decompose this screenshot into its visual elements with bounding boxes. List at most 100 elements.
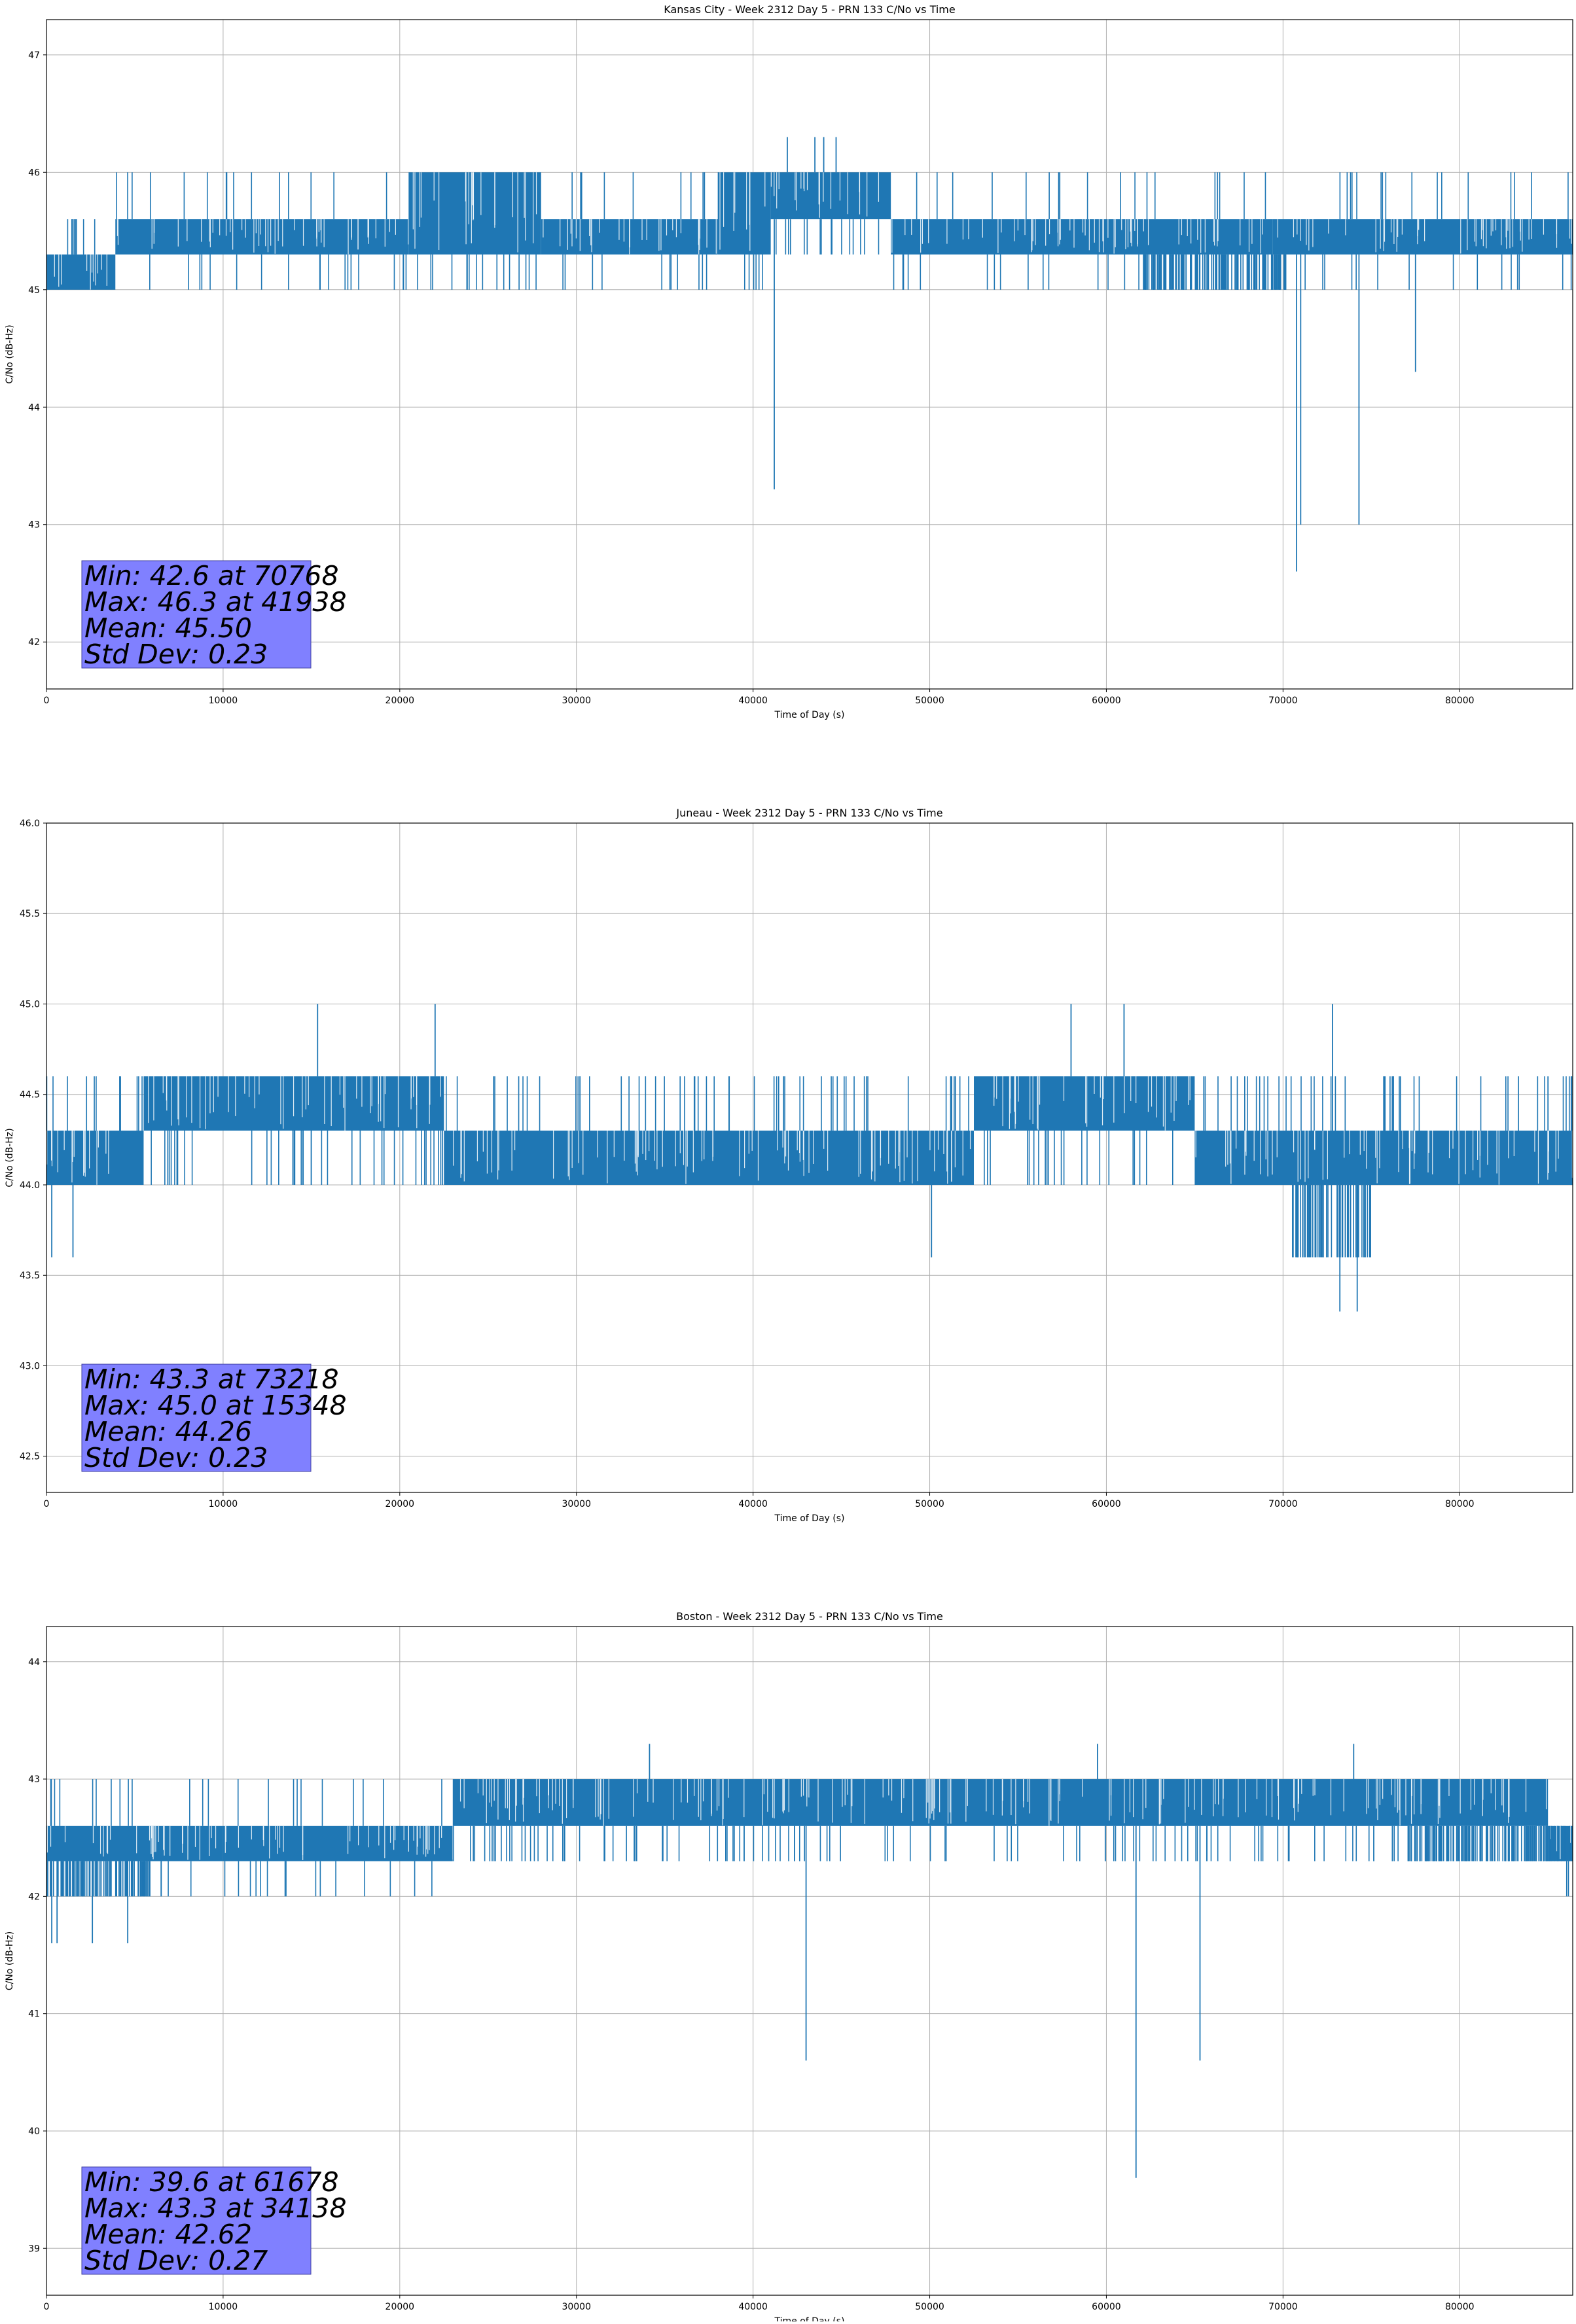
band-gap: [1397, 1779, 1398, 1813]
band-gap: [847, 1779, 848, 1795]
band-gap: [1508, 1779, 1509, 1823]
band-gap: [412, 172, 414, 230]
band-gap: [324, 1076, 325, 1124]
band-gap: [50, 1825, 52, 1847]
band-gap: [384, 1825, 385, 1859]
stats-line: Min: 42.6 at 70768: [84, 560, 339, 591]
band-gap: [148, 1076, 149, 1123]
y-tick-label: 43.0: [20, 1361, 40, 1371]
chart-title: Juneau - Week 2312 Day 5 - PRN 133 C/No …: [675, 807, 942, 819]
band-gap: [205, 1076, 206, 1129]
chart-panel: 0 10000 20000 30000 40000 50000 60000 70000 8000…: [5, 807, 1573, 1524]
band-gap: [349, 1825, 351, 1842]
band-gap: [967, 1779, 968, 1806]
band-gap: [715, 219, 717, 254]
band-gap: [155, 1825, 156, 1852]
band-gap: [453, 1131, 454, 1166]
band-gap: [151, 1825, 152, 1839]
band-gap: [1048, 219, 1050, 235]
y-tick-label: 44.0: [20, 1180, 40, 1191]
band-gap: [764, 172, 766, 207]
band-gap: [1197, 219, 1198, 240]
x-tick-label: 10000: [209, 695, 238, 706]
band-gap: [1482, 219, 1484, 230]
y-tick-label: 46.0: [20, 819, 40, 829]
band-gap: [181, 1825, 183, 1853]
band-gap: [776, 172, 778, 209]
band-gap: [1230, 1131, 1232, 1184]
band-gap: [389, 1825, 391, 1843]
band-gap: [1328, 219, 1329, 234]
band-gap: [73, 1131, 75, 1157]
band-gap: [575, 219, 577, 239]
band-gap: [702, 1779, 704, 1802]
band-gap: [413, 1076, 414, 1097]
series-line: [46, 1744, 1573, 2178]
band-gap: [274, 219, 276, 254]
band-gap: [1137, 219, 1138, 247]
band-gap: [1134, 219, 1136, 231]
band-gap: [1327, 1131, 1328, 1180]
band-gap: [566, 1779, 567, 1818]
band-gap: [1475, 219, 1477, 247]
band-gap: [1359, 1131, 1361, 1155]
band-gap: [1048, 1779, 1050, 1826]
band-gap: [1405, 1779, 1406, 1816]
band-gap: [1213, 219, 1215, 242]
stats-line: Max: 43.3 at 34138: [84, 2192, 347, 2224]
stats-line: Std Dev: 0.23: [84, 639, 268, 670]
data-band: [1194, 1131, 1573, 1185]
band-gap: [99, 1825, 101, 1854]
band-gap: [378, 1825, 380, 1846]
band-gap: [1408, 1131, 1410, 1184]
band-gap: [1115, 219, 1116, 247]
band-gap: [1107, 219, 1109, 238]
band-gap: [269, 1825, 270, 1859]
band-gap: [516, 1779, 517, 1806]
band-gap: [996, 1076, 997, 1099]
band-gap: [1448, 1779, 1450, 1796]
band-gap: [802, 1131, 804, 1160]
band-gap: [71, 1131, 73, 1183]
band-gap: [351, 219, 352, 240]
band-gap: [1100, 1076, 1101, 1098]
chart-title: Kansas City - Week 2312 Day 5 - PRN 133 …: [664, 3, 955, 16]
band-gap: [389, 219, 391, 232]
x-tick-label: 80000: [1445, 695, 1475, 706]
band-gap: [480, 172, 482, 215]
band-gap: [1556, 219, 1558, 248]
band-gap: [1495, 219, 1497, 231]
band-gap: [1397, 219, 1399, 237]
band-gap: [946, 219, 948, 244]
band-gap: [356, 1076, 357, 1099]
band-gap: [1547, 1131, 1549, 1180]
band-gap: [177, 219, 179, 247]
band-gap: [1200, 219, 1202, 253]
data-band: [223, 1825, 453, 1861]
band-gap: [1031, 219, 1032, 253]
x-tick-label: 40000: [738, 2302, 768, 2312]
band-gap: [86, 254, 88, 271]
data-band: [408, 172, 541, 255]
band-gap: [1253, 1131, 1255, 1161]
band-gap: [486, 1131, 488, 1174]
stats-line: Std Dev: 0.27: [84, 2245, 268, 2276]
band-gap: [1015, 1076, 1016, 1124]
data-band: [46, 1825, 223, 1861]
band-gap: [917, 1131, 918, 1182]
band-gap: [552, 1131, 554, 1179]
band-gap: [637, 1131, 639, 1157]
band-gap: [512, 172, 514, 218]
band-gap: [1001, 1779, 1003, 1816]
band-gap: [1452, 1131, 1454, 1149]
band-gap: [238, 1825, 240, 1848]
band-gap: [898, 1131, 899, 1166]
band-gap: [191, 1076, 192, 1123]
band-gap: [98, 1131, 99, 1148]
band-gap: [472, 172, 473, 205]
band-gap: [486, 1779, 487, 1823]
band-gap: [1363, 1131, 1365, 1152]
band-gap: [96, 1131, 98, 1185]
band-gap: [629, 219, 630, 255]
band-gap: [920, 219, 922, 253]
